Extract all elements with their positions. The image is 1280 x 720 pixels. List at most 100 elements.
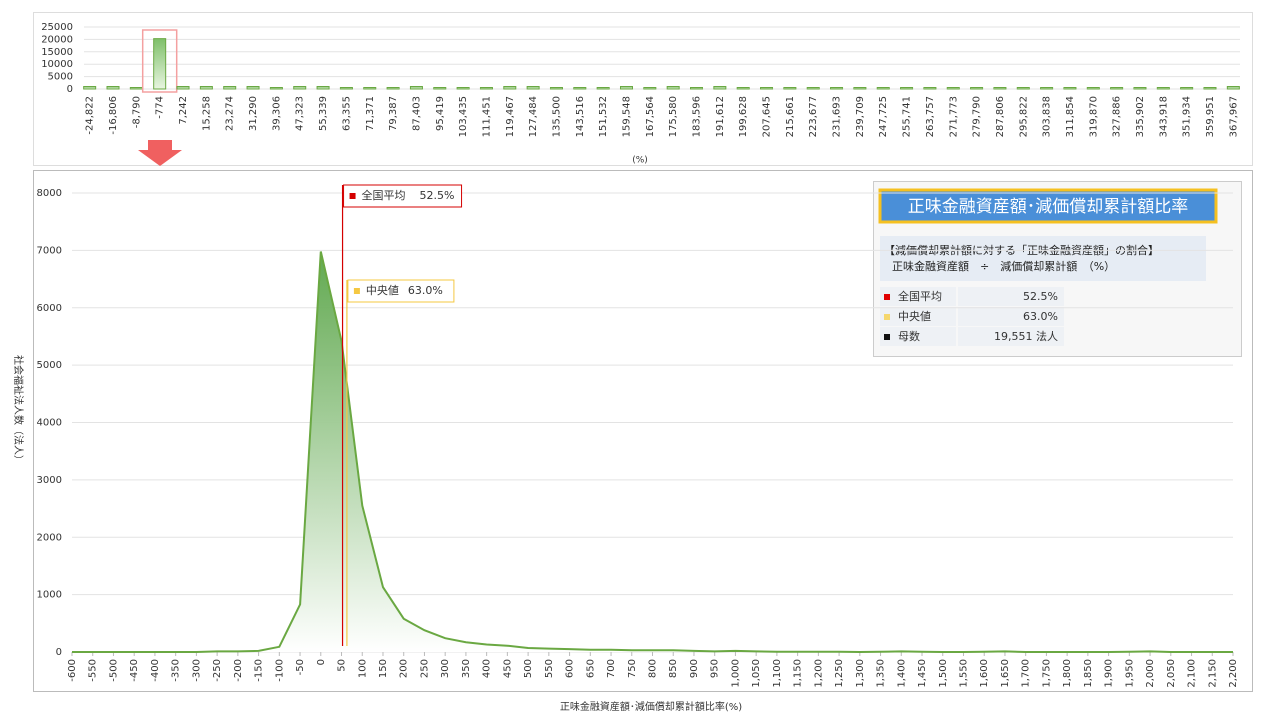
bar: [900, 87, 914, 90]
y-tick-label: 15000: [41, 47, 73, 58]
x-tick-label: 151,532: [598, 96, 609, 137]
bar: [503, 86, 517, 90]
x-tick-label: 159,548: [621, 96, 632, 137]
bar: [643, 87, 657, 90]
x-tick-label: -16,806: [108, 96, 119, 135]
x-tick-label: 87,403: [411, 96, 422, 131]
x-tick-label: 183,596: [692, 96, 703, 137]
x-tick-label: 1,900: [1104, 659, 1115, 688]
bar: [783, 87, 797, 90]
x-tick-label: 63,355: [341, 96, 352, 131]
x-tick-label: 1,950: [1124, 659, 1135, 688]
annotation-value: 52.5%: [420, 189, 455, 202]
x-tick-label: 263,757: [925, 96, 936, 137]
y-tick-label: 4000: [37, 418, 62, 429]
x-tick-label: 1,150: [793, 659, 804, 688]
x-tick-label: 351,934: [1182, 96, 1193, 137]
info-panel: 正味金融資産額･減価償却累計額比率 【減価償却累計額に対する「正味金融資産額」の…: [873, 181, 1242, 357]
x-tick-label: 2,200: [1228, 659, 1239, 688]
x-tick-label: 750: [627, 659, 638, 678]
bar: [1086, 87, 1100, 90]
x-tick-label: 199,628: [738, 96, 749, 137]
x-tick-label: 247,725: [878, 96, 889, 137]
x-tick-label: 950: [710, 659, 721, 678]
x-tick-label: -150: [254, 659, 265, 682]
x-tick-label: 7,242: [178, 96, 189, 125]
x-tick-label: 50: [337, 659, 348, 672]
x-tick-label: -24,822: [85, 96, 96, 135]
bar: [993, 87, 1007, 90]
row-swatch: [884, 314, 890, 320]
panel-desc-box: [880, 236, 1206, 281]
bar: [970, 87, 984, 90]
bar: [176, 86, 190, 90]
bar: [690, 87, 704, 90]
bar: [363, 87, 377, 90]
bar: [386, 87, 400, 90]
bar: [1133, 87, 1147, 90]
x-tick-label: 200: [399, 659, 410, 678]
x-tick-label: 1,300: [855, 659, 866, 688]
bar: [876, 87, 890, 90]
x-tick-label: -250: [212, 659, 223, 682]
annotation-swatch: [349, 193, 356, 199]
bar: [129, 87, 143, 90]
annotation-box: [343, 184, 463, 208]
x-tick-label: 1,450: [917, 659, 928, 688]
x-tick-label: 39,306: [271, 96, 282, 131]
x-tick-label: 271,773: [948, 96, 959, 137]
x-tick-label: 223,677: [808, 96, 819, 137]
y-axis-title: 社会福祉法人数（法人）: [12, 355, 25, 465]
bar: [269, 87, 283, 90]
bar: [596, 87, 610, 90]
x-tick-label: 1,000: [730, 659, 741, 688]
bar: [1203, 87, 1217, 90]
row-value: 52.5%: [1023, 290, 1058, 303]
panel-title-box: [878, 188, 1218, 224]
x-tick-label: 175,580: [668, 96, 679, 137]
bar: [246, 86, 260, 90]
x-tick-label: 127,484: [528, 96, 539, 137]
x-tick-label: 143,516: [575, 96, 586, 137]
row-label-cell: [880, 307, 956, 326]
y-tick-label: 2000: [37, 532, 62, 543]
x-tick-label: 650: [585, 659, 596, 678]
bar: [293, 86, 307, 90]
x-tick-label: 319,870: [1088, 96, 1099, 137]
x-tick-label: 1,400: [896, 659, 907, 688]
x-tick-label: 239,709: [855, 96, 866, 137]
bar: [106, 86, 120, 90]
x-tick-label: 95,419: [435, 96, 446, 131]
x-tick-label: 0: [316, 659, 327, 665]
y-tick-label: 7000: [37, 245, 62, 256]
x-tick-label: -500: [108, 659, 119, 682]
row-value: 19,551 法人: [994, 329, 1058, 343]
bar: [573, 87, 587, 90]
x-tick-label: 1,650: [1000, 659, 1011, 688]
row-value-cell: [958, 327, 1064, 346]
bar: [1040, 87, 1054, 90]
x-tick-label: -450: [129, 659, 140, 682]
panel-title: 正味金融資産額･減価償却累計額比率: [908, 197, 1189, 217]
y-tick-label: 10000: [41, 59, 73, 70]
x-tick-label: 231,693: [832, 96, 843, 137]
row-value-cell: [958, 307, 1064, 326]
x-tick-label: 311,854: [1065, 96, 1076, 137]
x-tick-label: 55,339: [318, 96, 329, 131]
x-tick-label: 550: [544, 659, 555, 678]
x-tick-label: 1,600: [979, 659, 990, 688]
x-tick-label: 600: [565, 659, 576, 678]
row-label-cell: [880, 287, 956, 306]
bar: [153, 38, 167, 90]
x-tick-label: -400: [150, 659, 161, 682]
x-tick-label: -100: [274, 659, 285, 682]
bar: [1156, 87, 1170, 90]
bar: [619, 86, 633, 90]
area-line: [72, 251, 1233, 654]
x-tick-label: 335,902: [1135, 96, 1146, 137]
bar: [199, 86, 213, 90]
x-tick-label: -8,790: [131, 96, 142, 128]
x-tick-label: 250: [419, 659, 430, 678]
x-tick-label: 1,050: [751, 659, 762, 688]
